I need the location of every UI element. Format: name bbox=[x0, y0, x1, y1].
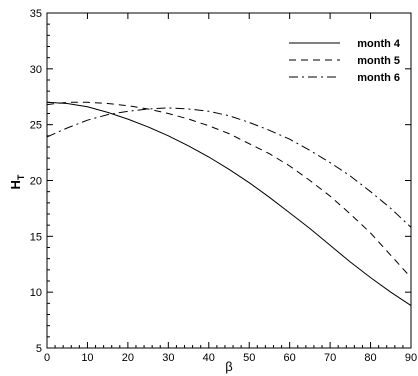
legend: month 4 month 5 month 6 bbox=[289, 38, 401, 84]
axis-ticks bbox=[46, 12, 412, 349]
y-tick-label: 15 bbox=[30, 231, 42, 243]
svg-text:HT: HT bbox=[8, 174, 26, 189]
x-tick-label: 60 bbox=[284, 352, 296, 364]
x-tick-label: 90 bbox=[405, 352, 417, 364]
x-tick-label: 30 bbox=[162, 352, 174, 364]
x-axis-label: β bbox=[225, 359, 232, 374]
y-tick-label: 20 bbox=[30, 176, 42, 188]
x-tick-label: 20 bbox=[122, 352, 134, 364]
series-line bbox=[46, 101, 412, 307]
x-tick-label: 40 bbox=[203, 352, 215, 364]
series-line bbox=[46, 107, 412, 228]
y-tick-label: 35 bbox=[30, 8, 42, 20]
x-tick-label: 50 bbox=[243, 352, 255, 364]
y-tick-label: 30 bbox=[30, 64, 42, 76]
y-axis-label-main: H bbox=[8, 180, 23, 189]
series-lines bbox=[46, 101, 412, 307]
y-axis-label: HT bbox=[8, 174, 26, 189]
axis-tick-labels: 0 10 20 30 40 50 60 70 80 90 5 10 15 20 25 30 35 bbox=[30, 8, 417, 364]
y-tick-label: 5 bbox=[36, 343, 42, 355]
y-tick-label: 25 bbox=[30, 120, 42, 132]
series-line bbox=[46, 101, 412, 278]
x-tick-label: 80 bbox=[364, 352, 376, 364]
x-tick-label: 0 bbox=[44, 352, 50, 364]
x-tick-label: 10 bbox=[81, 352, 93, 364]
legend-label: month 4 bbox=[357, 38, 401, 50]
y-axis-label-subscript: T bbox=[16, 174, 26, 180]
legend-label: month 5 bbox=[357, 55, 400, 67]
y-tick-label: 10 bbox=[30, 287, 42, 299]
x-tick-label: 70 bbox=[324, 352, 336, 364]
legend-label: month 6 bbox=[357, 72, 400, 84]
